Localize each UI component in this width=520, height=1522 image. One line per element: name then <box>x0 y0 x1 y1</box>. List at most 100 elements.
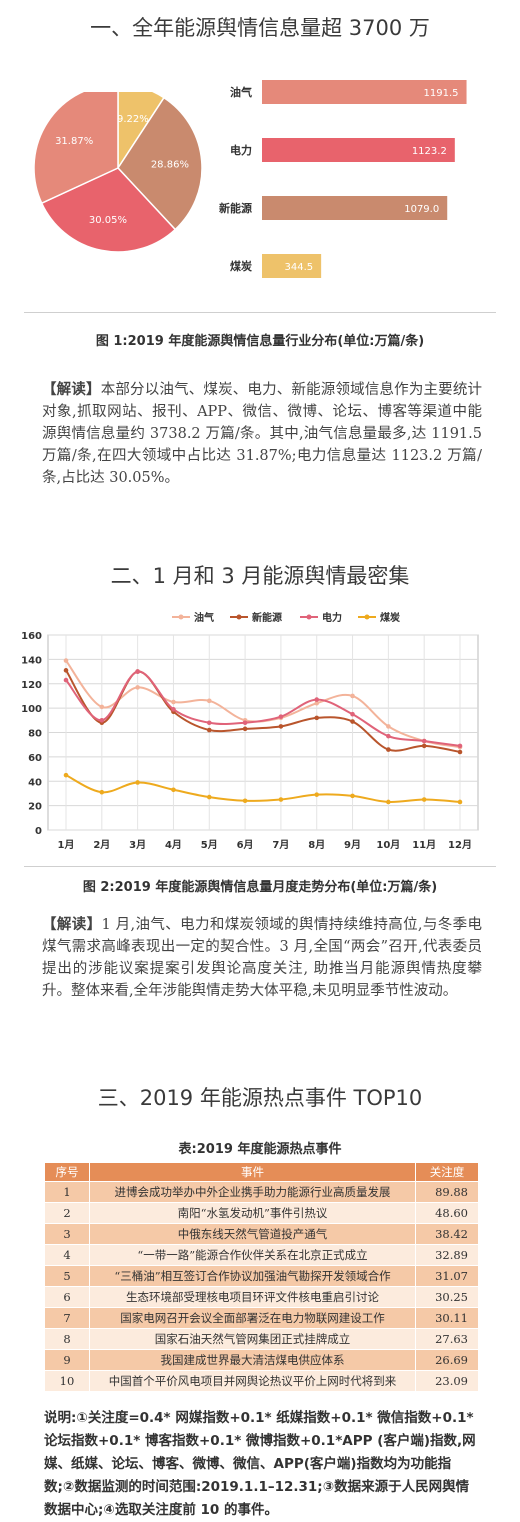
data-point <box>206 698 212 704</box>
data-point <box>350 719 355 724</box>
analysis1-tag: 【解读】 <box>42 381 101 398</box>
data-point <box>314 792 320 797</box>
bar-category-label: 电力 <box>230 143 252 157</box>
data-point <box>421 743 427 749</box>
rank-cell: 3 <box>44 1223 90 1245</box>
data-point <box>314 715 320 721</box>
data-point <box>350 711 355 717</box>
section3-title: 三、2019 年能源热点事件 TOP10 <box>97 1086 423 1110</box>
legend-label: 电力 <box>322 611 342 624</box>
attention-cell: 48.60 <box>415 1202 479 1224</box>
hot-events-table: 序号 事件 关注度 1 进博会成功举办中外企业携手助力能源行业高质量发展 89.88… <box>44 1162 479 1392</box>
legend-marker <box>236 614 242 620</box>
data-point <box>99 704 105 710</box>
data-point <box>63 668 69 673</box>
data-point <box>63 658 69 663</box>
bar-category-label: 煤炭 <box>230 259 252 273</box>
data-point <box>386 733 391 739</box>
table-header-row: 序号 事件 关注度 <box>44 1162 479 1182</box>
pie-slice-label: 30.05% <box>89 215 127 226</box>
event-cell: 生态环境部受理核电项目环评文件核电重启引讨论 <box>89 1286 416 1308</box>
event-cell: 中国首个平价风电项目并网舆论热议平价上网时代将到来 <box>89 1370 416 1392</box>
pie-slice-label: 31.87% <box>55 136 93 147</box>
series-line-煤炭 <box>65 774 461 804</box>
x-tick-label: 6月 <box>237 839 254 851</box>
note: 说明:①关注度=0.4* 网媒指数+0.1* 纸媒指数+0.1* 微信指数+0.… <box>44 1410 476 1518</box>
rank-cell: 2 <box>44 1202 90 1224</box>
data-point <box>457 743 463 749</box>
table-row: 10 中国首个平价风电项目并网舆论热议平价上网时代将到来 23.09 <box>44 1370 479 1392</box>
data-point <box>206 794 212 800</box>
event-cell: 南阳“水氢发动机”事件引热议 <box>89 1202 416 1224</box>
col-header-rank: 序号 <box>44 1162 90 1182</box>
event-cell: “一带一路”能源合作伙伴关系在北京正式成立 <box>89 1244 416 1266</box>
data-point <box>386 799 391 805</box>
bar-新能源 <box>262 196 448 220</box>
bar-煤炭 <box>262 254 322 278</box>
section2-title: 二、1 月和 3 月能源舆情最密集 <box>110 564 410 588</box>
data-point <box>171 787 176 793</box>
divider <box>24 866 496 867</box>
event-cell: 国家石油天然气管网集团正式挂牌成立 <box>89 1328 416 1350</box>
attention-cell: 31.07 <box>415 1265 479 1287</box>
table-row: 9 我国建成世界最大清洁煤电供应体系 26.69 <box>44 1349 479 1371</box>
table-row: 7 国家电网召开会议全面部署泛在电力物联网建设工作 30.11 <box>44 1307 479 1329</box>
data-point <box>99 718 105 723</box>
analysis2: 【解读】1 月,油气、电力和煤炭领域的舆情持续维持高位,与冬季电煤气需求高峰表现… <box>42 914 482 1002</box>
data-point <box>457 799 463 805</box>
attention-cell: 89.88 <box>415 1181 479 1203</box>
pie-slice-油气 <box>33 92 119 205</box>
rank-cell: 9 <box>44 1349 90 1371</box>
rank-cell: 10 <box>44 1370 90 1392</box>
pie-slice-新能源 <box>117 96 203 231</box>
data-point <box>242 798 248 804</box>
table-row: 2 南阳“水氢发动机”事件引热议 48.60 <box>44 1202 479 1224</box>
attention-cell: 27.63 <box>415 1328 479 1350</box>
figure1-caption: 图 1:2019 年度能源舆情信息量行业分布(单位:万篇/条) <box>95 334 425 349</box>
y-tick-label: 120 <box>22 680 42 691</box>
analysis2-tag: 【解读】 <box>42 916 102 933</box>
legend-label: 煤炭 <box>380 611 400 624</box>
data-point <box>386 747 391 752</box>
data-point <box>278 797 284 802</box>
data-point <box>314 700 320 706</box>
rank-cell: 6 <box>44 1286 90 1308</box>
rank-cell: 7 <box>44 1307 90 1329</box>
y-tick-label: 160 <box>22 631 42 642</box>
table-title: 表:2019 年度能源热点事件 <box>178 1142 342 1157</box>
data-point <box>206 720 212 726</box>
bar-value-label: 1191.5 <box>424 88 459 99</box>
event-cell: 进博会成功举办中外企业携手助力能源行业高质量发展 <box>89 1181 416 1203</box>
section1-title: 一、全年能源舆情信息量超 3700 万 <box>90 16 430 40</box>
x-tick-label: 3月 <box>129 839 146 851</box>
bar-value-label: 344.5 <box>284 262 313 273</box>
x-tick-label: 12月 <box>448 839 472 851</box>
col-header-event: 事件 <box>89 1162 416 1182</box>
figure2-caption: 图 2:2019 年度能源舆情信息量月度走势分布(单位:万篇/条) <box>82 880 438 895</box>
x-tick-label: 5月 <box>201 839 218 851</box>
bar-category-label: 新能源 <box>219 201 252 215</box>
attention-cell: 30.11 <box>415 1307 479 1329</box>
x-tick-label: 8月 <box>308 839 325 851</box>
x-tick-label: 2月 <box>93 839 110 851</box>
table-row: 1 进博会成功举办中外企业携手助力能源行业高质量发展 89.88 <box>44 1181 479 1203</box>
horizontal-bar-chart: 油气 1191.5 电力 1123.2 新能源 1079.0 煤炭 344.5 <box>219 80 467 278</box>
bar-value-label: 1123.2 <box>412 146 447 157</box>
legend-marker <box>306 614 312 620</box>
x-tick-label: 1月 <box>58 839 75 851</box>
attention-cell: 26.69 <box>415 1349 479 1371</box>
data-point <box>457 749 463 755</box>
x-tick-label: 4月 <box>165 839 182 851</box>
data-point <box>171 707 176 712</box>
data-point <box>242 726 248 732</box>
table-row: 6 生态环境部受理核电项目环评文件核电重启引讨论 30.25 <box>44 1286 479 1308</box>
attention-cell: 23.09 <box>415 1370 479 1392</box>
y-tick-label: 0 <box>35 826 42 837</box>
legend-marker <box>364 614 370 620</box>
bar-category-label: 油气 <box>230 85 252 99</box>
y-tick-label: 60 <box>28 753 42 764</box>
series-line-油气 <box>65 659 461 749</box>
col-header-attention: 关注度 <box>415 1162 479 1182</box>
data-point <box>278 724 284 729</box>
data-point <box>63 772 69 778</box>
